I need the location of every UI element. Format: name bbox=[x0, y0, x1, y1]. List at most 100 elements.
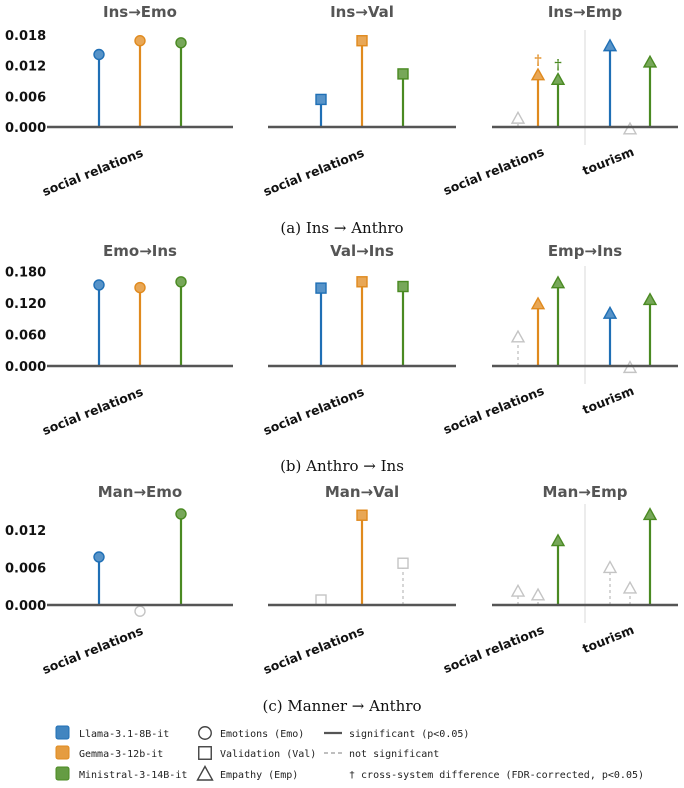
panel-ins_anthro-0: Ins→Emo social relations bbox=[40, 3, 233, 199]
stem-marker-square bbox=[356, 509, 368, 521]
y-tick-label: 0.060 bbox=[5, 328, 46, 343]
stem-ministral bbox=[642, 54, 658, 127]
panel-manner_anthro-2: Man→Emp social relations tourism bbox=[441, 483, 678, 676]
legend-dagger-note: † cross-system difference (FDR-corrected… bbox=[349, 770, 644, 781]
panel-ins_anthro-2: Ins→Emp † † social relations tourism bbox=[441, 3, 678, 198]
legend-label: Validation (Val) bbox=[220, 749, 316, 760]
stem-marker-triangle bbox=[642, 292, 658, 306]
y-tick-label: 0.006 bbox=[5, 562, 46, 577]
y-tick-label: 0.120 bbox=[5, 297, 46, 312]
stem-llama bbox=[315, 594, 327, 606]
stem-ministral bbox=[397, 68, 409, 127]
stem-marker-square bbox=[397, 557, 409, 569]
legend-label: not significant bbox=[349, 749, 439, 760]
stem-gemma bbox=[356, 276, 368, 366]
stem-marker-circle bbox=[175, 276, 187, 288]
panel-manner_anthro-1: Man→Val social relations bbox=[261, 483, 456, 677]
stem-ministral bbox=[550, 275, 566, 366]
x-tick-label: social relations bbox=[441, 622, 546, 676]
stem-gemma bbox=[356, 509, 368, 605]
subfigure-caption: (c) Manner → Anthro bbox=[262, 697, 421, 715]
stem-marker-circle bbox=[93, 551, 105, 563]
stem-ministral bbox=[175, 37, 187, 127]
legend-swatch-ministral bbox=[55, 766, 70, 781]
stem-llama bbox=[602, 38, 618, 127]
panel-title: Emo→Ins bbox=[103, 242, 177, 260]
y-tick-label: 0.000 bbox=[5, 599, 46, 614]
stem-marker-triangle bbox=[602, 305, 618, 319]
stem-marker-triangle bbox=[602, 38, 618, 52]
panel-anthro_ins-1: Val→Ins social relations bbox=[261, 242, 456, 438]
panel-title: Man→Val bbox=[325, 483, 399, 501]
stem-marker-square bbox=[356, 276, 368, 288]
stem-marker-triangle bbox=[550, 533, 566, 547]
stem-marker-triangle bbox=[510, 583, 526, 597]
stem-gemma bbox=[356, 35, 368, 127]
dagger-mark: † bbox=[534, 53, 541, 69]
dagger-mark: † bbox=[554, 58, 561, 74]
stem-ministral bbox=[397, 280, 409, 366]
stem-marker-square bbox=[315, 282, 327, 294]
stem-marker-circle bbox=[134, 605, 146, 617]
y-tick-label: 0.018 bbox=[5, 29, 46, 44]
stem-llama bbox=[93, 279, 105, 366]
stem-marker-square bbox=[315, 594, 327, 606]
legend-swatch-gemma bbox=[55, 745, 70, 760]
stem-gemma bbox=[134, 605, 146, 617]
x-tick-label: tourism bbox=[580, 383, 636, 417]
legend-label: Emotions (Emo) bbox=[220, 729, 304, 740]
stem-llama bbox=[602, 560, 618, 605]
y-tick-label: 0.000 bbox=[5, 360, 46, 375]
stem-ministral bbox=[175, 276, 187, 366]
x-tick-label: social relations bbox=[40, 384, 145, 438]
stem-marker-square bbox=[356, 35, 368, 47]
panel-title: Man→Emo bbox=[98, 483, 182, 501]
stem-gemma bbox=[622, 121, 638, 135]
stem-ministral bbox=[175, 508, 187, 605]
legend-marker-circle bbox=[198, 726, 212, 740]
stem-llama bbox=[315, 93, 327, 127]
stem-gemma: † bbox=[530, 53, 546, 127]
stem-llama bbox=[602, 305, 618, 366]
x-tick-label: social relations bbox=[40, 623, 145, 677]
stem-gemma bbox=[134, 281, 146, 366]
stem-ministral bbox=[642, 507, 658, 605]
panel-title: Man→Emp bbox=[543, 483, 628, 501]
stem-gemma bbox=[530, 587, 546, 605]
stem-marker-triangle bbox=[510, 329, 526, 343]
legend-label: Ministral-3-14B-it bbox=[79, 770, 187, 781]
panel-anthro_ins-2: Emp→Ins social relations tourism bbox=[441, 242, 678, 437]
panel-title: Ins→Emo bbox=[103, 3, 177, 21]
stem-marker-triangle bbox=[530, 67, 546, 81]
x-tick-label: social relations bbox=[261, 145, 366, 199]
stem-llama bbox=[510, 110, 526, 127]
chart-ins_anthro: 0.000 0.006 0.012 0.018 Ins→Emo social relati… bbox=[5, 3, 678, 237]
legend-label: significant (p<0.05) bbox=[349, 729, 469, 740]
stem-marker-circle bbox=[134, 35, 146, 47]
panel-anthro_ins-0: Emo→Ins social relations bbox=[40, 242, 233, 438]
legend-label: Llama-3.1-8B-it bbox=[79, 729, 169, 740]
panel-manner_anthro-0: Man→Emo social relations bbox=[40, 483, 233, 677]
stem-marker-circle bbox=[134, 281, 146, 294]
x-tick-label: tourism bbox=[580, 144, 636, 178]
panel-title: Ins→Val bbox=[330, 3, 394, 21]
stem-llama bbox=[315, 282, 327, 366]
stem-marker-circle bbox=[93, 48, 105, 61]
stem-marker-circle bbox=[175, 508, 187, 520]
stem-marker-triangle bbox=[642, 54, 658, 68]
x-tick-label: social relations bbox=[40, 145, 145, 199]
y-tick-label: 0.012 bbox=[5, 524, 46, 539]
legend-label: Empathy (Emp) bbox=[220, 770, 298, 781]
stem-marker-square bbox=[397, 280, 409, 293]
stem-llama bbox=[93, 551, 105, 605]
stem-ministral bbox=[550, 533, 566, 605]
stem-marker-triangle bbox=[622, 580, 638, 594]
stem-marker-circle bbox=[93, 279, 105, 291]
stem-gemma bbox=[622, 580, 638, 605]
x-tick-label: social relations bbox=[261, 384, 366, 438]
stem-gemma bbox=[530, 296, 546, 366]
legend: Llama-3.1-8B-it Gemma-3-12b-it Ministral-3… bbox=[55, 725, 644, 781]
panel-ins_anthro-1: Ins→Val social relations bbox=[261, 3, 456, 199]
